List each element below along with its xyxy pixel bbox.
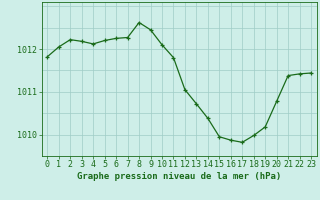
X-axis label: Graphe pression niveau de la mer (hPa): Graphe pression niveau de la mer (hPa) xyxy=(77,172,281,181)
